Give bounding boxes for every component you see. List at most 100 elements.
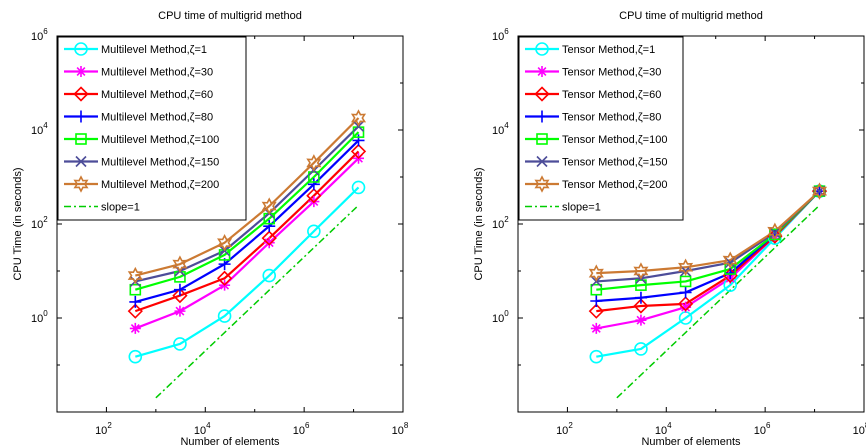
x-tick-base: 10	[556, 425, 568, 437]
x-tick-base: 10	[853, 425, 865, 437]
data-point	[263, 237, 275, 249]
legend-label: Tensor Method,ζ=100	[562, 134, 667, 146]
legend: Tensor Method,ζ=1 Tensor Method,ζ=30 Tenso…	[518, 36, 684, 221]
legend-label: Tensor Method,ζ=200	[562, 179, 667, 191]
series-line	[596, 190, 821, 358]
data-point	[129, 283, 142, 296]
legend-label: Tensor Method,ζ=150	[562, 157, 667, 169]
series-line	[135, 125, 360, 283]
x-tick-exponent: 8	[865, 421, 866, 430]
x-tick-base: 10	[655, 425, 667, 437]
data-point	[589, 349, 604, 364]
data-point	[588, 264, 604, 282]
legend-marker	[534, 175, 550, 193]
data-point	[679, 286, 692, 299]
data-point	[634, 291, 647, 304]
data-point	[127, 303, 143, 319]
legend: Multilevel Method,ζ=1 Multilevel Method,ζ…	[57, 36, 247, 221]
data-point	[172, 255, 188, 273]
axes-frame	[56, 35, 404, 413]
legend-label: slope=1	[101, 202, 140, 214]
x-tick-label: 108	[392, 421, 409, 437]
data-point	[590, 322, 602, 334]
x-axis-label: Number of elements	[180, 436, 280, 448]
axes-frame	[517, 35, 865, 413]
data-point	[216, 270, 233, 286]
y-tick-exponent: 4	[504, 121, 509, 130]
y-tick-exponent: 2	[504, 215, 509, 224]
data-point	[677, 296, 694, 312]
x-tick-exponent: 2	[107, 421, 112, 430]
y-tick-label: 104	[31, 121, 48, 137]
x-tick-label: 102	[95, 421, 112, 437]
legend-label: Multilevel Method,ζ=100	[101, 134, 219, 146]
legend-marker	[73, 86, 89, 102]
x-tick-label: 104	[655, 421, 672, 437]
x-tick-base: 10	[754, 425, 766, 437]
y-tick-exponent: 4	[43, 121, 48, 130]
series-line	[135, 139, 360, 303]
data-point	[129, 322, 141, 334]
y-tick-base: 10	[492, 125, 504, 137]
legend-box	[57, 36, 247, 221]
y-tick-label: 106	[492, 27, 509, 43]
legend-marker	[74, 42, 88, 56]
data-point	[724, 263, 737, 275]
legend-label: Tensor Method,ζ=30	[562, 67, 661, 79]
y-tick-exponent: 0	[43, 309, 48, 318]
y-tick-base: 10	[31, 125, 43, 137]
data-point	[680, 301, 692, 313]
legend-label: Tensor Method,ζ=80	[562, 112, 661, 124]
y-tick-label: 104	[492, 121, 509, 137]
y-tick-base: 10	[31, 313, 43, 325]
data-point	[307, 224, 321, 239]
series-line	[135, 186, 360, 358]
x-axis-label: Number of elements	[641, 436, 741, 448]
chart-title: CPU time of multigrid method	[158, 10, 302, 22]
legend-label: Tensor Method,ζ=1	[562, 44, 655, 56]
x-tick-exponent: 6	[766, 421, 771, 430]
data-point	[174, 305, 186, 317]
data-point	[350, 109, 367, 127]
data-point	[351, 180, 366, 195]
legend-marker	[536, 155, 548, 168]
reference-line-slope	[155, 204, 360, 399]
data-point	[590, 283, 603, 296]
legend-label: Multilevel Method,ζ=200	[101, 179, 219, 191]
y-tick-base: 10	[492, 219, 504, 231]
data-point	[724, 257, 736, 269]
y-tick-label: 106	[31, 27, 48, 43]
series-group	[127, 109, 367, 399]
data-point	[724, 267, 737, 280]
x-tick-label: 106	[293, 421, 310, 437]
data-point	[350, 143, 367, 160]
x-tick-base: 10	[95, 425, 107, 437]
x-tick-base: 10	[293, 425, 305, 437]
legend-label: slope=1	[562, 202, 601, 214]
data-point	[678, 258, 694, 277]
y-tick-base: 10	[31, 31, 43, 43]
y-tick-exponent: 2	[43, 215, 48, 224]
legend-marker	[75, 133, 87, 145]
data-point	[633, 262, 649, 280]
legend-marker	[536, 133, 548, 145]
data-point	[813, 185, 826, 197]
data-point	[217, 233, 233, 252]
data-point	[307, 178, 320, 191]
y-axis-label: CPU Time (in seconds)	[473, 167, 485, 280]
series-line	[134, 150, 360, 313]
x-tick-label: 102	[556, 421, 573, 437]
y-tick-base: 10	[31, 219, 43, 231]
x-tick-exponent: 2	[568, 421, 573, 430]
series-line	[596, 190, 821, 275]
legend-label: Multilevel Method,ζ=60	[101, 89, 213, 101]
legend-marker	[534, 86, 550, 102]
reference-line-slope	[616, 204, 821, 399]
y-tick-base: 10	[492, 31, 504, 43]
data-point	[128, 349, 143, 364]
data-point	[173, 337, 187, 351]
legend-marker	[75, 110, 87, 123]
data-point	[769, 227, 781, 239]
